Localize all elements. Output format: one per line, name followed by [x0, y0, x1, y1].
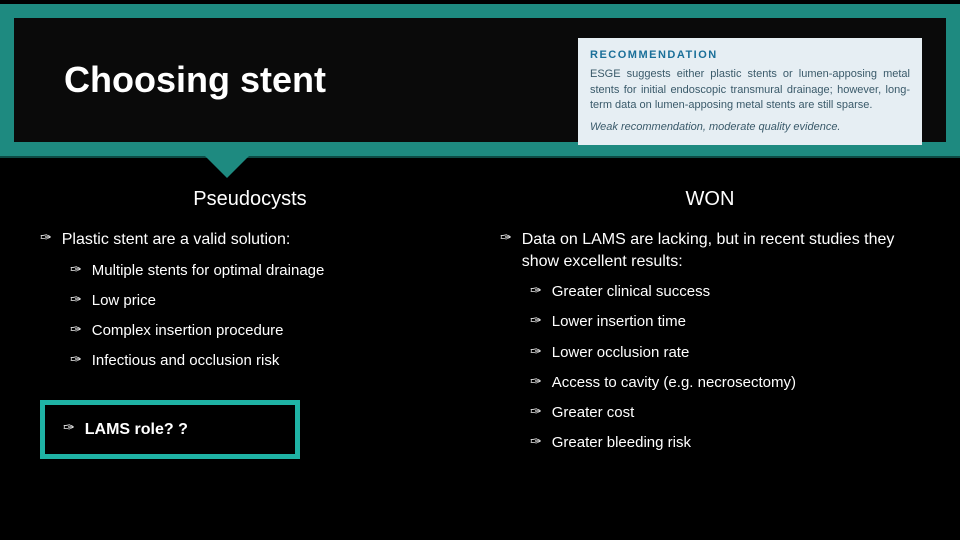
recommendation-box: RECOMMENDATION ESGE suggests either plas…	[578, 38, 922, 145]
recommendation-tail: Weak recommendation, moderate quality ev…	[590, 120, 910, 135]
content-area: Pseudocysts ✑ Plastic stent are a valid …	[0, 158, 960, 464]
bullet-icon: ✑	[530, 314, 542, 331]
right-lead-text: Data on LAMS are lacking, but in recent …	[522, 229, 920, 272]
recommendation-body: ESGE suggests either plastic stents or l…	[590, 67, 910, 113]
list-item: ✑ Greater bleeding risk	[530, 433, 920, 453]
list-item-text: Lower occlusion rate	[552, 343, 920, 363]
bullet-icon: ✑	[70, 353, 82, 370]
right-column-title: WON	[500, 188, 920, 211]
left-column-title: Pseudocysts	[40, 188, 460, 211]
left-column: Pseudocysts ✑ Plastic stent are a valid …	[40, 188, 460, 464]
bullet-icon: ✑	[530, 435, 542, 452]
bullet-icon: ✑	[70, 293, 82, 310]
list-item-text: Multiple stents for optimal drainage	[92, 261, 460, 281]
highlight-text: LAMS role? ?	[85, 419, 277, 441]
highlight-item: ✑ LAMS role? ?	[63, 419, 277, 441]
list-item-text: Greater bleeding risk	[552, 433, 920, 453]
list-item: ✑ Multiple stents for optimal drainage	[70, 261, 460, 281]
left-lead-item: ✑ Plastic stent are a valid solution:	[40, 229, 460, 251]
recommendation-heading: RECOMMENDATION	[590, 48, 910, 63]
right-lead-item: ✑ Data on LAMS are lacking, but in recen…	[500, 229, 920, 272]
bullet-icon: ✑	[70, 323, 82, 340]
list-item: ✑ Infectious and occlusion risk	[70, 351, 460, 371]
list-item: ✑ Lower occlusion rate	[530, 343, 920, 363]
list-item-text: Greater clinical success	[552, 282, 920, 302]
list-item: ✑ Greater cost	[530, 403, 920, 423]
bullet-icon: ✑	[530, 375, 542, 392]
left-lead-text: Plastic stent are a valid solution:	[62, 229, 460, 251]
list-item-text: Access to cavity (e.g. necrosectomy)	[552, 373, 920, 393]
bullet-icon: ✑	[70, 263, 82, 280]
highlight-box: ✑ LAMS role? ?	[40, 400, 300, 460]
bullet-icon: ✑	[530, 405, 542, 422]
list-item-text: Low price	[92, 291, 460, 311]
list-item: ✑ Low price	[70, 291, 460, 311]
list-item-text: Infectious and occlusion risk	[92, 351, 460, 371]
list-item-text: Complex insertion procedure	[92, 321, 460, 341]
list-item-text: Greater cost	[552, 403, 920, 423]
list-item: ✑ Complex insertion procedure	[70, 321, 460, 341]
bullet-icon: ✑	[63, 421, 75, 438]
list-item: ✑ Lower insertion time	[530, 312, 920, 332]
bullet-icon: ✑	[530, 345, 542, 362]
list-item: ✑ Access to cavity (e.g. necrosectomy)	[530, 373, 920, 393]
list-item-text: Lower insertion time	[552, 312, 920, 332]
bullet-icon: ✑	[530, 284, 542, 301]
bullet-icon: ✑	[500, 231, 512, 248]
slide-title: Choosing stent	[64, 59, 326, 101]
right-column: WON ✑ Data on LAMS are lacking, but in r…	[500, 188, 920, 464]
bullet-icon: ✑	[40, 231, 52, 248]
list-item: ✑ Greater clinical success	[530, 282, 920, 302]
header-notch	[205, 156, 249, 178]
